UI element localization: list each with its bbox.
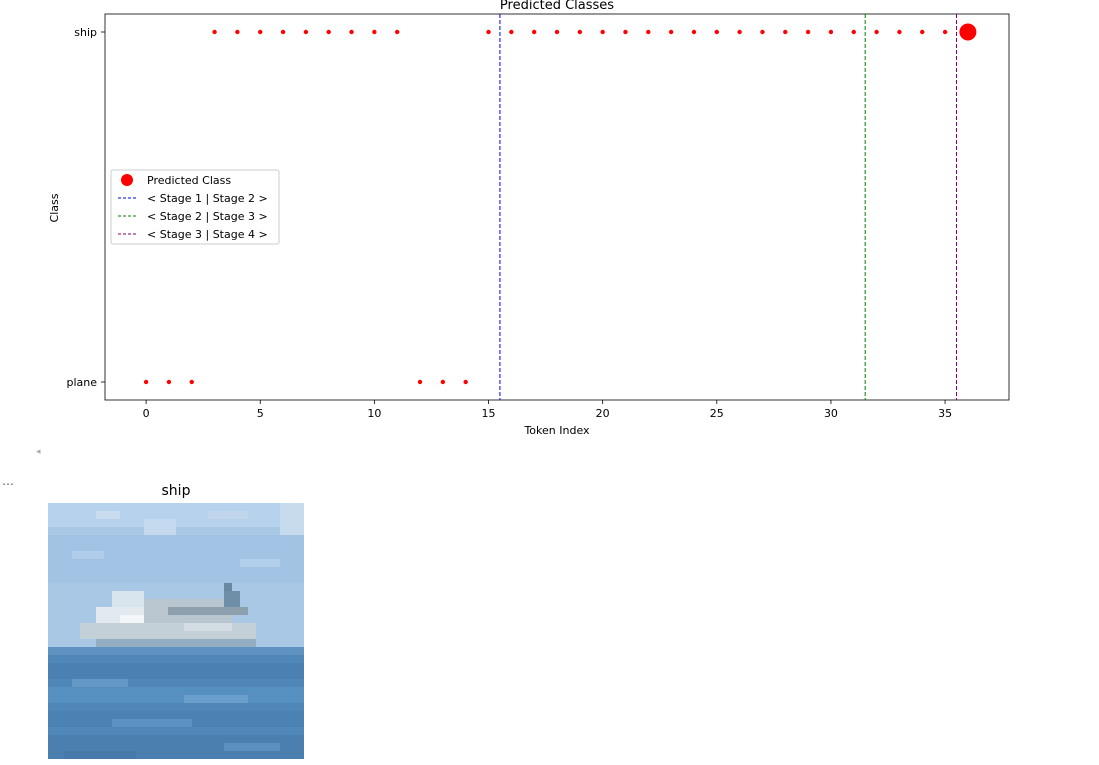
data-point [920,29,925,35]
legend-predicted-label: Predicted Class [147,174,231,187]
x-tick-label: 20 [596,407,610,420]
data-point [509,29,514,35]
data-point [417,379,423,385]
data-point [783,29,788,35]
data-point [303,29,309,35]
data-point [714,29,719,35]
x-tick-label: 5 [257,407,264,420]
data-point [691,29,697,35]
legend-predicted-marker [121,174,133,186]
data-point [874,29,879,35]
data-point [486,29,491,35]
data-point [623,29,628,35]
data-point [646,29,651,35]
data-point [760,29,765,35]
image-title: ship [161,483,191,499]
data-point [372,29,377,35]
legend-stage-2-label: < Stage 2 | Stage 3 > [147,210,268,223]
data-point [258,29,263,35]
y-axis-ticks: plane ship [66,26,105,389]
data-points [143,23,977,385]
legend: Predicted Class < Stage 1 | Stage 2 > < … [110,169,280,245]
data-point [851,29,856,35]
ship-photo-icon [48,503,304,759]
x-tick-label: 0 [143,407,150,420]
data-point [143,379,149,385]
data-point [600,29,605,35]
x-axis-label: Token Index [523,424,590,437]
data-point [897,29,902,35]
data-point [280,29,286,35]
x-tick-label: 25 [710,407,724,420]
x-tick-label: 10 [367,407,381,420]
data-point [440,379,446,385]
legend-stage-3-label: < Stage 3 | Stage 4 > [147,228,268,241]
output-ellipsis[interactable]: … [2,474,14,488]
data-point [577,29,583,35]
data-point [805,29,811,35]
data-point [828,29,834,35]
data-point [166,379,172,385]
data-point [463,379,468,385]
x-axis-ticks: 0 5 10 15 20 25 30 35 [143,400,952,420]
data-point [395,29,400,35]
predicted-classes-chart: Predicted Classes Token Index Class 0 5 10… [48,0,1010,437]
x-tick-label: 30 [824,407,838,420]
stage-lines [499,14,957,400]
predicted-class-point [959,23,977,41]
data-point [668,29,674,35]
x-tick-label: 35 [938,407,952,420]
y-axis-label: Class [48,193,61,222]
data-point [235,29,240,35]
output-collapse-icon[interactable]: ◂ [36,447,41,457]
data-point [189,379,194,385]
chart-title: Predicted Classes [500,0,614,13]
legend-box [110,169,280,245]
data-point [554,29,560,35]
data-point [349,29,354,35]
data-point [942,29,948,35]
data-point [326,29,331,35]
y-tick-label: ship [74,26,97,39]
data-point [737,29,742,35]
data-point [531,29,537,35]
data-point [212,29,217,35]
y-tick-label: plane [66,376,97,389]
x-tick-label: 15 [482,407,496,420]
legend-stage-1-label: < Stage 1 | Stage 2 > [147,192,268,205]
